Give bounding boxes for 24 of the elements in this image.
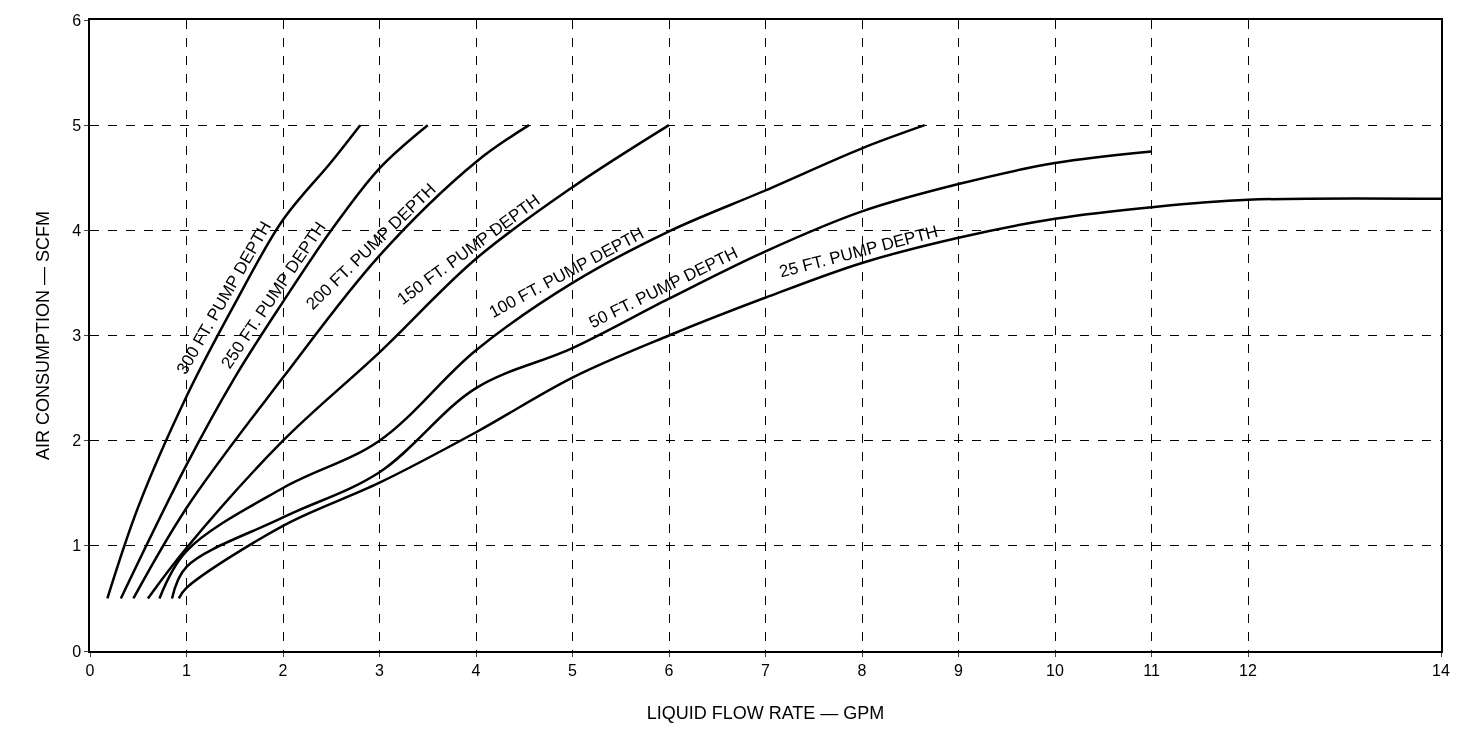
x-tick-label: 0 <box>85 661 95 679</box>
x-tick-label: 1 <box>182 661 192 679</box>
x-tick-label: 5 <box>568 661 578 679</box>
x-tick-label: 3 <box>375 661 385 679</box>
x-tick-label: 10 <box>1046 661 1064 679</box>
y-tick-label: 1 <box>72 537 82 555</box>
y-tick-label: 0 <box>72 642 82 660</box>
x-tick-label: 6 <box>664 661 674 679</box>
annotation: 25 FT. PUMP DEPTH <box>777 221 940 282</box>
y-tick-label: 2 <box>72 432 82 450</box>
y-axis-title: AIR CONSUMPTION — SCFM <box>32 210 53 461</box>
x-tick-label: 12 <box>1239 661 1257 679</box>
x-tick-label: 2 <box>278 661 288 679</box>
x-tick-label: 9 <box>954 661 964 679</box>
x-tick-label: 8 <box>857 661 867 679</box>
x-tick-label: 7 <box>761 661 771 679</box>
y-tick-label: 3 <box>72 327 82 345</box>
y-tick-label: 6 <box>72 11 82 29</box>
x-tick-label: 14 <box>1432 661 1450 679</box>
y-tick-label: 5 <box>72 116 82 134</box>
x-axis-title: LIQUID FLOW RATE — GPM <box>646 702 885 723</box>
x-tick-label: 11 <box>1143 661 1160 679</box>
y-tick-label: 4 <box>72 221 82 239</box>
x-tick-label: 4 <box>471 661 481 679</box>
